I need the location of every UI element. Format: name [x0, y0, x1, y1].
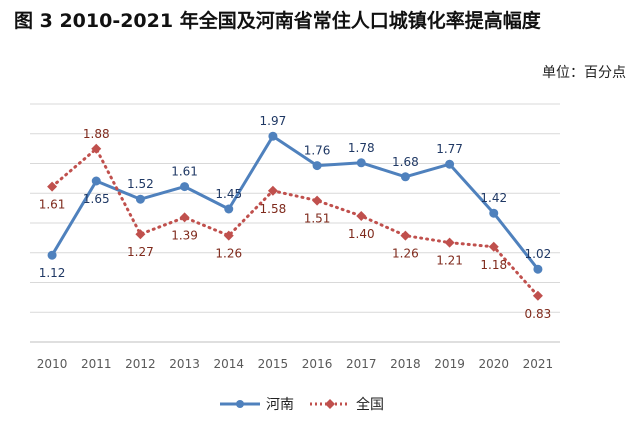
- data-labels: 1.12 1.65 1.52 1.61 1.45 1.97 1.76 1.78 1.68 1.77…: [39, 114, 552, 321]
- data-label-national: 1.58: [260, 202, 287, 216]
- data-point-national: [91, 143, 102, 154]
- data-point-henan: [445, 159, 455, 169]
- chart-title: 图 3 2010-2021 年全国及河南省常住人口城镇化率提高幅度: [14, 10, 541, 32]
- legend-swatch-henan: [220, 400, 260, 408]
- data-point-national: [179, 212, 190, 223]
- data-label-national: 1.88: [83, 127, 110, 141]
- legend-item-henan: 河南: [218, 394, 294, 414]
- data-point-national: [400, 230, 411, 241]
- legend-label-henan: 河南: [266, 397, 294, 413]
- x-tick-label: 2018: [390, 357, 421, 371]
- data-label-henan: 1.77: [436, 142, 463, 156]
- data-label-national: 1.61: [39, 198, 66, 212]
- data-label-national: 1.27: [127, 245, 154, 259]
- data-point-national: [488, 241, 499, 252]
- data-point-henan: [180, 182, 190, 192]
- data-point-henan: [533, 264, 543, 274]
- data-label-henan: 1.52: [127, 177, 154, 191]
- x-tick-label: 2021: [523, 357, 554, 371]
- data-label-henan: 1.45: [215, 187, 242, 201]
- data-point-national: [356, 211, 367, 221]
- data-label-henan: 1.78: [348, 141, 375, 155]
- data-label-national: 1.40: [348, 227, 375, 241]
- data-label-henan: 1.65: [83, 192, 110, 206]
- x-tick-label: 2013: [169, 357, 200, 371]
- legend-label-national: 全国: [356, 397, 384, 413]
- data-point-national: [47, 181, 58, 192]
- x-tick-label: 2017: [346, 357, 377, 371]
- data-point-national: [444, 237, 455, 248]
- data-label-henan: 1.68: [392, 155, 419, 169]
- data-point-national: [532, 290, 543, 301]
- data-label-henan: 1.61: [171, 165, 198, 179]
- x-tick-label: 2014: [213, 357, 244, 371]
- series-markers: [47, 131, 543, 301]
- series-line-henan: [50, 134, 540, 271]
- data-label-national: 0.83: [525, 307, 552, 321]
- gridlines: [30, 103, 560, 343]
- series-line-national: [50, 147, 540, 298]
- data-point-henan: [489, 208, 499, 218]
- data-label-henan: 1.02: [525, 247, 552, 261]
- data-label-henan: 1.76: [304, 144, 331, 158]
- data-label-national: 1.21: [436, 254, 463, 268]
- x-tick-label: 2019: [434, 357, 465, 371]
- data-point-henan: [312, 161, 322, 171]
- data-label-national: 1.26: [215, 247, 242, 261]
- series-lines: [50, 134, 540, 298]
- data-label-henan: 1.42: [480, 191, 507, 205]
- data-label-henan: 1.12: [39, 266, 66, 280]
- data-point-national: [223, 230, 234, 241]
- x-tick-label: 2011: [81, 357, 112, 371]
- data-point-national: [312, 195, 323, 206]
- data-point-national: [267, 185, 278, 196]
- data-point-henan: [135, 194, 145, 204]
- legend-swatch-national: [310, 399, 350, 409]
- x-tick-label: 2012: [125, 357, 156, 371]
- x-tick-label: 2020: [478, 357, 509, 371]
- legend-item-national: 全国: [308, 394, 384, 414]
- x-tick-label: 2016: [302, 357, 333, 371]
- data-label-henan: 1.97: [260, 114, 287, 128]
- data-point-henan: [268, 131, 278, 141]
- data-point-henan: [356, 158, 366, 168]
- data-point-henan: [400, 172, 410, 182]
- data-label-national: 1.26: [392, 247, 419, 261]
- data-point-henan: [47, 250, 57, 260]
- data-label-national: 1.39: [171, 228, 198, 242]
- data-label-national: 1.18: [480, 258, 507, 272]
- data-point-henan: [224, 204, 234, 214]
- x-tick-label: 2010: [37, 357, 68, 371]
- data-label-national: 1.51: [304, 212, 331, 226]
- legend: 河南 全国: [218, 394, 398, 414]
- x-tick-labels: 2010 2011 2012 2013 2014 2015 2016 2017 2018 2019…: [37, 357, 553, 371]
- x-tick-label: 2015: [258, 357, 289, 371]
- data-point-henan: [91, 176, 101, 186]
- data-point-national: [135, 229, 146, 240]
- unit-label: 单位：百分点: [542, 65, 626, 81]
